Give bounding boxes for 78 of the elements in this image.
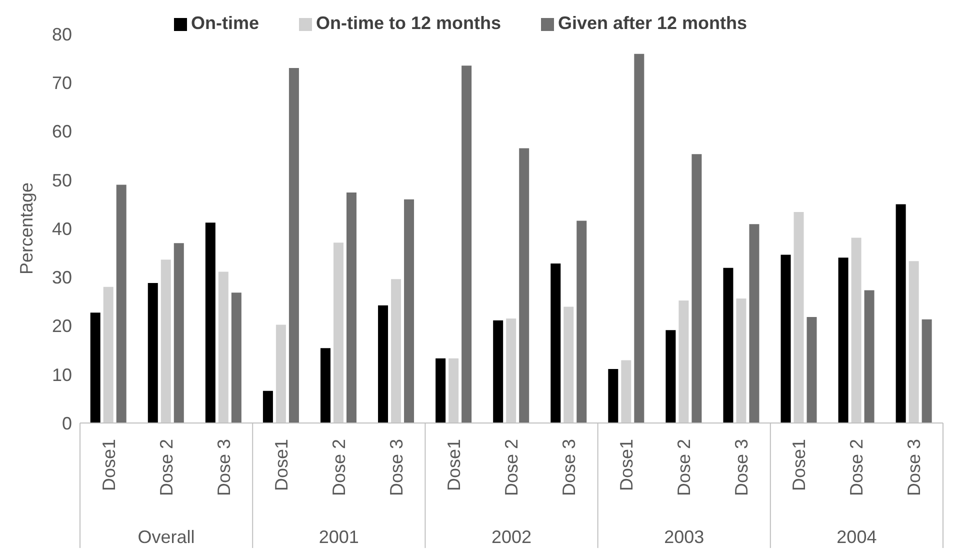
bar — [90, 312, 100, 423]
y-tick-label: 50 — [52, 170, 72, 190]
bar — [205, 222, 216, 423]
bar — [103, 286, 114, 423]
bar — [780, 254, 791, 423]
bar — [634, 54, 644, 423]
bar — [262, 390, 273, 423]
bar — [838, 258, 848, 423]
bar — [851, 238, 862, 423]
bar — [174, 243, 184, 423]
bar — [436, 358, 446, 423]
bar — [288, 68, 299, 423]
bar — [320, 348, 330, 423]
bar — [608, 369, 618, 423]
bar — [378, 305, 388, 423]
x-tick-label: Dose 2 — [846, 439, 867, 496]
bar — [692, 154, 702, 423]
y-tick-label: 70 — [52, 73, 72, 94]
bar — [621, 360, 632, 423]
legend-label: On-time — [190, 13, 259, 33]
bar — [148, 282, 158, 423]
x-tick-label: Dose1 — [98, 439, 119, 492]
y-tick-label: 40 — [52, 218, 72, 239]
bar — [448, 358, 459, 423]
bar — [896, 204, 906, 423]
bar — [231, 292, 242, 423]
x-tick-label: Dose 3 — [214, 439, 234, 496]
bar — [576, 220, 587, 423]
bar — [218, 272, 228, 423]
text: 2003 — [664, 527, 704, 547]
bar — [276, 324, 286, 423]
bar — [404, 199, 414, 423]
bar — [333, 242, 344, 423]
x-tick-label: Dose 2 — [328, 439, 349, 496]
text: 2002 — [491, 527, 532, 547]
bar — [908, 261, 919, 423]
bar — [519, 148, 530, 423]
bar — [666, 330, 676, 423]
y-tick-label: 60 — [52, 122, 72, 142]
bar — [462, 66, 472, 423]
bar — [550, 264, 561, 423]
x-tick-label: Dose 2 — [502, 439, 522, 496]
x-tick-label: Dose 2 — [674, 439, 694, 496]
legend-label: Given after 12 months — [558, 13, 748, 33]
bar — [160, 260, 171, 423]
y-tick-label: 0 — [62, 413, 72, 434]
text: 2001 — [318, 527, 359, 547]
y-tick-label: 30 — [52, 268, 72, 288]
x-tick-label: Dose 3 — [732, 439, 752, 496]
x-tick-label: Dose1 — [789, 439, 810, 492]
legend-label: On-time to 12 months — [316, 13, 501, 33]
bar — [506, 318, 516, 423]
bar — [564, 306, 574, 423]
x-tick-label: Dose1 — [616, 439, 637, 492]
bar — [922, 319, 932, 423]
y-tick-label: 80 — [52, 24, 72, 44]
x-tick-label: Dose 3 — [559, 439, 580, 496]
y-tick-label: 10 — [52, 364, 72, 385]
bar — [864, 290, 874, 423]
bar — [391, 279, 402, 423]
y-axis-title: Percentage — [16, 182, 36, 275]
x-tick-label: Dose 2 — [156, 439, 176, 496]
bar — [794, 212, 804, 423]
bar — [749, 224, 760, 423]
text: Overall — [138, 527, 195, 547]
x-tick-label: Dose1 — [271, 439, 292, 492]
x-tick-label: Dose 3 — [386, 439, 406, 496]
x-tick-label: Dose 3 — [904, 439, 924, 496]
x-tick-label: Dose1 — [444, 439, 464, 492]
bar — [493, 320, 504, 423]
text: 2004 — [836, 527, 877, 547]
bar — [678, 300, 689, 423]
bar — [116, 184, 126, 423]
bar — [736, 298, 746, 423]
bar — [346, 192, 356, 423]
bar — [723, 268, 734, 423]
bar — [806, 317, 817, 423]
y-tick-label: 20 — [52, 316, 72, 336]
